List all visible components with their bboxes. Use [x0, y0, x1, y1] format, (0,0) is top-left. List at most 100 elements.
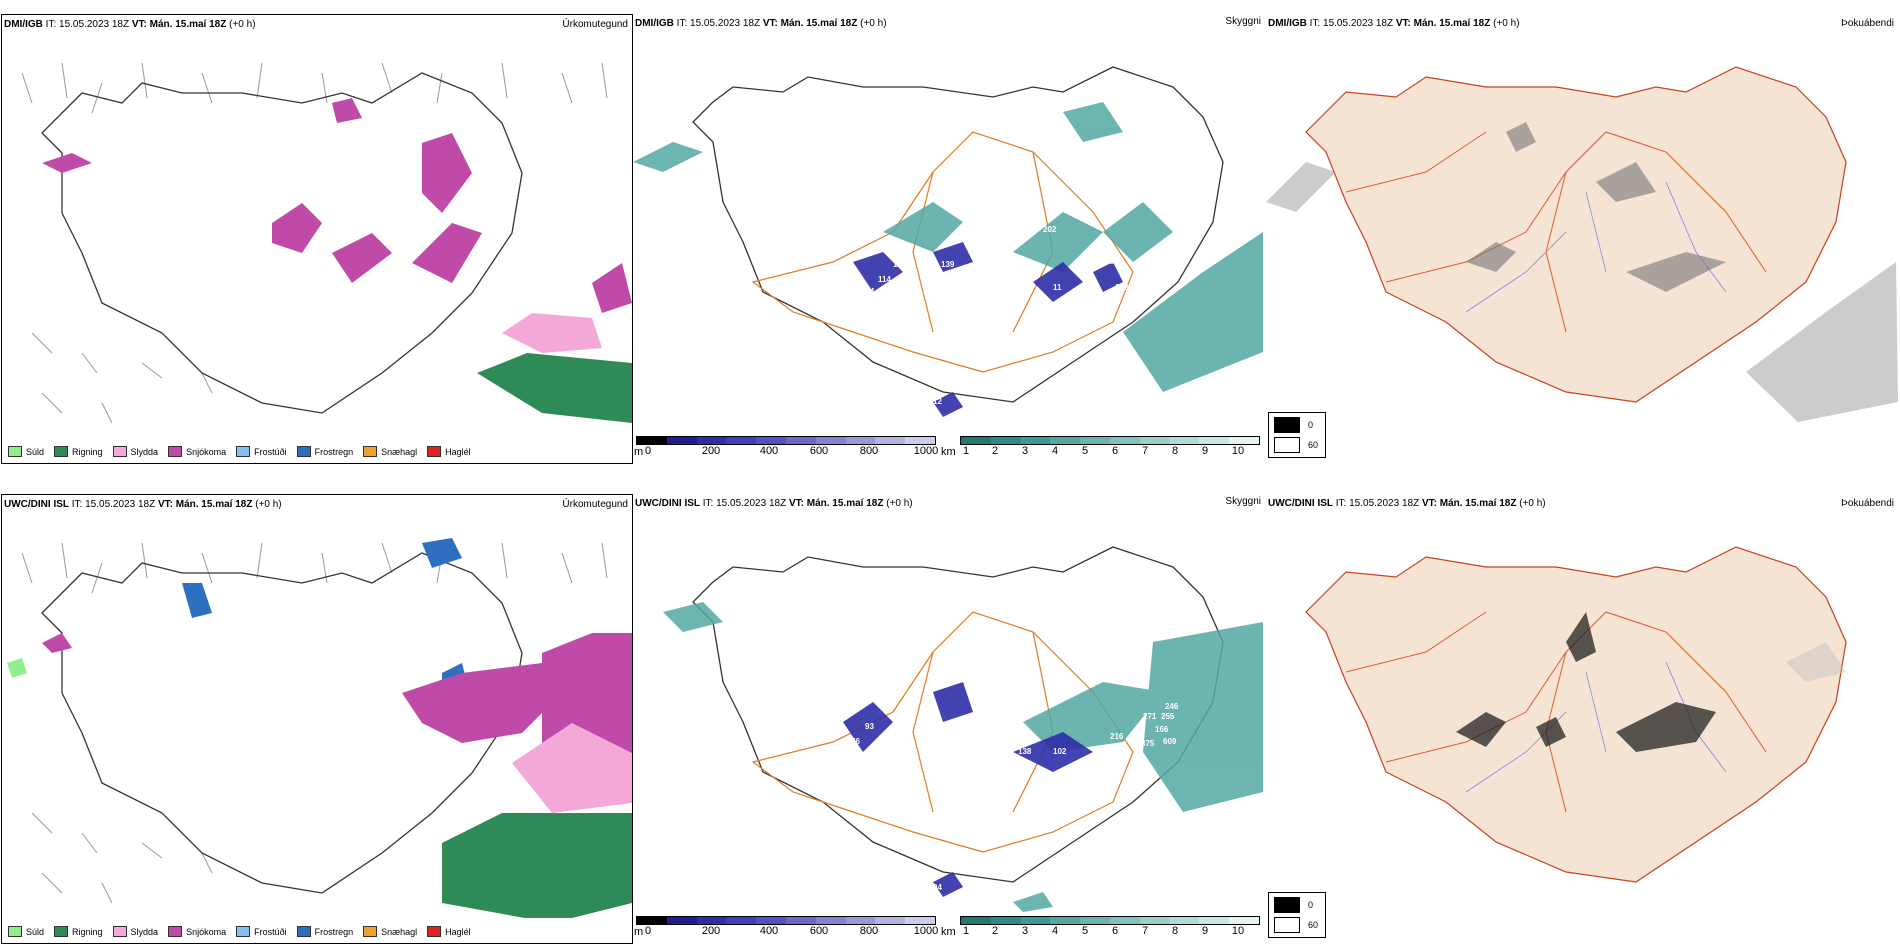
legend-item: Snæhagl	[363, 446, 417, 457]
value-label: 139	[941, 260, 955, 269]
value-label: 420	[783, 609, 797, 618]
fog-legend-row2: 0 60	[1268, 892, 1326, 938]
legend-item: Snjókoma	[168, 446, 226, 457]
value-label: 281	[1095, 763, 1109, 772]
value-label: 4	[851, 283, 856, 292]
iceland-fog-map	[1266, 66, 1898, 422]
value-label: 102	[1053, 747, 1067, 756]
value-label: 94	[933, 883, 942, 892]
iceland-cloud-map: 420 93 76 98 11 150 216 246 271 255 166 …	[663, 546, 1263, 912]
panel-header: UWC/DINI ISL IT: 15.05.2023 18Z VT: Mán.…	[1268, 498, 1546, 509]
iceland-precip-map	[7, 538, 632, 918]
value-label: 140	[893, 260, 907, 269]
legend-item: Snjókoma	[168, 926, 226, 937]
cloud-panel-row2: UWC/DINI ISL IT: 15.05.2023 18Z VT: Mán.…	[633, 494, 1263, 944]
fog-legend-item: 60	[1274, 437, 1320, 453]
value-label: 114	[878, 275, 891, 284]
value-label: 582	[698, 153, 712, 162]
fog-panel-row2: UWC/DINI ISL IT: 15.05.2023 18Z VT: Mán.…	[1266, 494, 1898, 944]
colorbar-ticks: 1 2 3 4 5 6 7 8 9 10	[962, 925, 1245, 937]
fog-panel-row1: DMI/IGB IT: 15.05.2023 18Z VT: Mán. 15.m…	[1266, 14, 1898, 464]
value-label: 11	[1053, 283, 1062, 292]
legend-item: Frostúði	[236, 926, 287, 937]
visibility-colorbar: 1 2 3 4 5 6 7 8 9 10	[960, 436, 1260, 459]
iceland-fog-map	[1305, 546, 1847, 883]
value-label: 271	[1143, 712, 1157, 721]
value-label: 166	[1155, 725, 1169, 734]
value-label: 414	[861, 287, 875, 296]
panel-title: Skyggni	[1225, 496, 1261, 507]
value-label: 19	[971, 210, 980, 219]
legend-item: Súld	[8, 446, 44, 457]
fog-legend-item: 0	[1274, 897, 1320, 913]
value-label: 400	[1105, 257, 1119, 266]
legend-item: Rigning	[54, 926, 103, 937]
visibility-colorbar: 1 2 3 4 5 6 7 8 9 10	[960, 916, 1260, 939]
legend-item: Haglél	[427, 926, 471, 937]
value-label: 216	[1110, 732, 1124, 741]
cloud-base-unit: m	[634, 446, 644, 458]
iceland-cloud-map: 442 582 140 114 4 414 139 126 69 17 19 2…	[633, 66, 1263, 417]
precip-panel-row1: DMI/IGB IT: 15.05.2023 18Z VT: Mán. 15.m…	[1, 14, 633, 464]
panel-header: DMI/IGB IT: 15.05.2023 18Z VT: Mán. 15.m…	[1268, 18, 1520, 29]
fog-legend-item: 0	[1274, 417, 1320, 433]
visibility-unit: km	[941, 926, 956, 938]
legend-item: Slydda	[112, 926, 158, 937]
cloud-base-colorbar: 0 200 400 600 800 1000	[636, 436, 939, 459]
value-label: 63	[1141, 267, 1150, 276]
legend-item: Súld	[8, 926, 44, 937]
colorbar-swatches	[960, 436, 1260, 445]
colorbar-swatches	[636, 916, 936, 925]
value-label: 230	[1166, 217, 1180, 226]
legend-item: Frostúði	[236, 446, 287, 457]
value-label: 202	[1043, 225, 1057, 234]
colorbar-ticks: 0 200 400 600 800 1000	[644, 925, 939, 937]
precip-legend: Súld Rigning Slydda Snjókoma Frostúði Fr…	[8, 446, 471, 457]
value-label: 76	[851, 737, 860, 746]
legend-item: Rigning	[54, 446, 103, 457]
panel-title: Úrkomutegund	[562, 499, 628, 510]
value-label: 140	[998, 737, 1012, 746]
fog-legend-item: 60	[1274, 917, 1320, 933]
value-label: 12	[933, 397, 942, 406]
precip-panel-row2: UWC/DINI ISL IT: 15.05.2023 18Z VT: Mán.…	[1, 494, 633, 944]
legend-item: Haglél	[427, 446, 471, 457]
value-label: 255	[1161, 712, 1175, 721]
cloud-base-unit: m	[634, 926, 644, 938]
cloud-panel-row1: DMI/IGB IT: 15.05.2023 18Z VT: Mán. 15.m…	[633, 14, 1263, 464]
legend-item: Frostregn	[296, 926, 353, 937]
colorbar-swatches	[960, 916, 1260, 925]
value-label: 207	[1141, 160, 1155, 169]
value-label: 17	[965, 197, 974, 206]
colorbar-ticks: 0 200 400 600 800 1000	[644, 445, 939, 457]
precip-legend: Súld Rigning Slydda Snjókoma Frostúði Fr…	[8, 926, 471, 937]
legend-item: Slydda	[112, 446, 158, 457]
cloud-base-colorbar: 0 200 400 600 800 1000	[636, 916, 939, 939]
panel-title: Þokuábendi	[1841, 18, 1894, 29]
panel-header: DMI/IGB IT: 15.05.2023 18Z VT: Mán. 15.m…	[635, 18, 887, 29]
value-label: 609	[1163, 737, 1177, 746]
panel-header: UWC/DINI ISL IT: 15.05.2023 18Z VT: Mán.…	[635, 498, 913, 509]
legend-item: Snæhagl	[363, 926, 417, 937]
value-label: 11	[961, 717, 970, 726]
value-label: 153	[1111, 749, 1125, 758]
panel-header: UWC/DINI ISL IT: 15.05.2023 18Z VT: Mán.…	[4, 499, 282, 510]
fog-legend-row1: 0 60	[1268, 412, 1326, 458]
legend-item: Frostregn	[296, 446, 353, 457]
visibility-unit: km	[941, 446, 956, 458]
colorbar-swatches	[636, 436, 936, 445]
value-label: 69	[945, 200, 954, 209]
value-label: 138	[1018, 747, 1032, 756]
colorbar-ticks: 1 2 3 4 5 6 7 8 9 10	[962, 445, 1245, 457]
panel-title: Þokuábendi	[1841, 498, 1894, 509]
value-label: 126	[923, 287, 937, 296]
panel-header: DMI/IGB IT: 15.05.2023 18Z VT: Mán. 15.m…	[4, 19, 256, 30]
value-label: 150	[1013, 702, 1027, 711]
panel-title: Úrkomutegund	[562, 19, 628, 30]
value-label: 123	[1115, 283, 1129, 292]
value-label: 246	[1165, 702, 1179, 711]
value-label: 98	[945, 722, 954, 731]
iceland-precip-map	[21, 62, 632, 424]
value-label: 375	[1141, 739, 1155, 748]
value-label: 442	[723, 145, 737, 154]
